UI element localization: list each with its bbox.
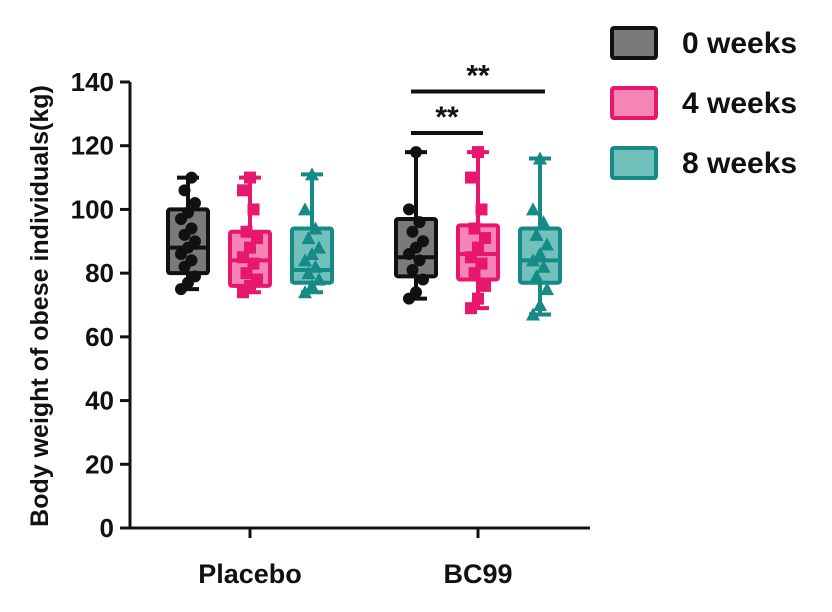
- data-point: [406, 263, 419, 276]
- data-point: [305, 278, 319, 292]
- y-axis-label: Body weight of obese individuals(kg): [26, 85, 54, 527]
- data-point: [185, 254, 198, 267]
- data-point: [240, 267, 253, 280]
- data-point: [465, 171, 477, 184]
- legend-label: 8 weeks: [682, 147, 797, 180]
- data-point: [298, 202, 312, 216]
- legend-item-4-weeks: 4 weeks: [610, 86, 797, 120]
- legend-item-8-weeks: 8 weeks: [610, 146, 797, 180]
- y-tick-label: 0: [100, 513, 114, 543]
- data-point: [312, 240, 326, 254]
- significance-label: **: [466, 60, 490, 93]
- data-point: [308, 221, 323, 235]
- data-point: [529, 227, 544, 241]
- data-point: [479, 279, 491, 292]
- data-point: [247, 203, 260, 216]
- data-point: [410, 286, 422, 299]
- legend: 0 weeks 4 weeks 8 weeks: [610, 26, 797, 180]
- legend-swatch: [610, 146, 658, 180]
- data-point: [182, 206, 194, 219]
- data-point: [251, 273, 263, 286]
- y-tick-label: 20: [85, 449, 114, 479]
- data-point: [417, 273, 429, 286]
- data-point: [540, 282, 554, 296]
- x-tick-label-bc99: BC99: [443, 559, 512, 589]
- x-axis: Placebo BC99: [128, 526, 590, 589]
- x-tick-label-placebo: Placebo: [198, 559, 302, 589]
- data-point: [298, 253, 312, 267]
- data-point: [475, 203, 488, 216]
- data-point: [406, 225, 419, 238]
- data-point: [244, 241, 256, 254]
- data-point: [479, 232, 491, 245]
- data-point: [301, 231, 316, 245]
- data-point: [468, 267, 481, 280]
- data-point: [465, 251, 477, 264]
- data-point: [413, 216, 426, 229]
- data-point: [468, 222, 481, 235]
- data-point: [189, 197, 201, 210]
- data-point: [237, 251, 249, 264]
- data-point: [189, 235, 201, 248]
- y-axis: 0 20 40 60 80 100 120 140: [71, 67, 132, 543]
- legend-swatch: [610, 86, 658, 120]
- data-point: [308, 259, 323, 273]
- data-point: [475, 257, 488, 270]
- data-point: [526, 307, 540, 321]
- significance-label: **: [435, 101, 459, 134]
- data-point: [410, 146, 422, 159]
- box-0-weeks-placebo: [166, 171, 210, 296]
- data-point: [417, 235, 429, 248]
- data-point: [533, 247, 547, 261]
- data-point: [413, 254, 426, 267]
- legend-label: 4 weeks: [682, 87, 797, 120]
- data-point: [240, 225, 253, 238]
- data-point: [185, 171, 198, 184]
- legend-item-0-weeks: 0 weeks: [610, 26, 797, 60]
- box-8-weeks-placebo: [290, 167, 334, 299]
- y-tick-label: 100: [71, 194, 114, 224]
- data-point: [247, 257, 260, 270]
- box-8-weeks-bc99: [518, 151, 562, 321]
- y-tick-label: 60: [85, 322, 114, 352]
- box-4-weeks-bc99: [456, 146, 500, 315]
- data-point: [536, 215, 551, 229]
- data-point: [526, 202, 540, 216]
- box-0-weeks-bc99: [394, 146, 438, 305]
- data-point: [536, 259, 551, 273]
- data-point: [237, 184, 249, 197]
- data-point: [540, 237, 554, 251]
- data-point: [312, 272, 326, 286]
- data-point: [472, 241, 484, 254]
- legend-label: 0 weeks: [682, 27, 797, 60]
- legend-swatch: [610, 26, 658, 60]
- data-point: [533, 298, 547, 311]
- data-point: [251, 232, 263, 245]
- data-point: [178, 184, 191, 197]
- data-point: [403, 203, 415, 216]
- significance-annotations: ****: [411, 60, 545, 135]
- y-tick-label: 120: [71, 131, 114, 161]
- data-point: [533, 151, 547, 165]
- data-point: [472, 292, 484, 305]
- data-point: [526, 253, 540, 267]
- data-point: [465, 302, 477, 315]
- plot-area: [166, 146, 562, 321]
- data-point: [529, 269, 544, 283]
- data-point: [185, 222, 198, 235]
- data-point: [189, 270, 201, 283]
- data-point: [472, 146, 484, 159]
- y-tick-label: 40: [85, 386, 114, 416]
- y-tick-label: 140: [71, 67, 114, 97]
- box-4-weeks-placebo: [228, 171, 272, 299]
- y-tick-label: 80: [85, 258, 114, 288]
- data-point: [301, 266, 316, 280]
- data-point: [298, 285, 312, 299]
- data-point: [305, 247, 319, 261]
- data-point: [244, 171, 256, 184]
- data-point: [305, 167, 319, 181]
